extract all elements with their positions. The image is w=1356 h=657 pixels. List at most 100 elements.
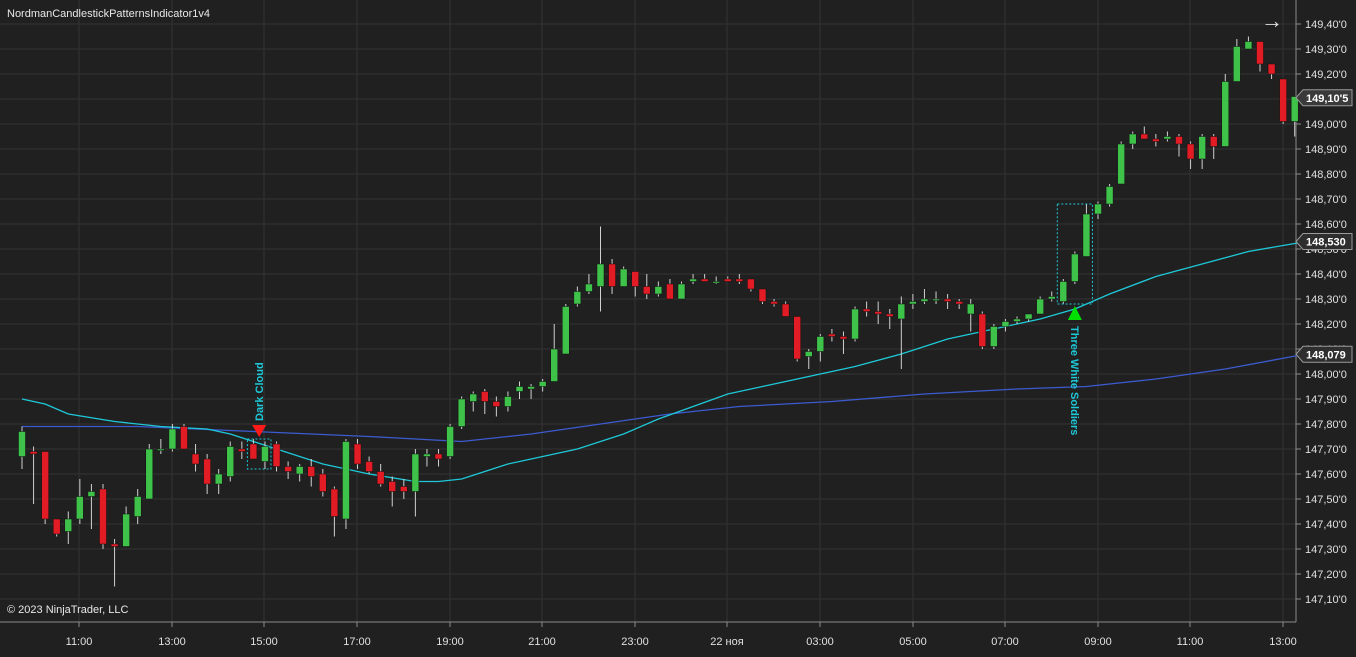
candle (758, 288, 767, 304)
candle-body-up (342, 441, 350, 520)
candle (191, 444, 200, 472)
candle-body-up (122, 513, 130, 547)
candle-body-down (400, 486, 408, 492)
candle (862, 301, 871, 317)
candle (1163, 131, 1172, 142)
candle-body-up (1233, 46, 1241, 82)
y-tick-label: 147,80'0 (1305, 419, 1347, 431)
candle (18, 426, 26, 469)
candle-body-down (99, 488, 107, 545)
candle-body-down (828, 333, 836, 337)
x-tick-label: 11:00 (66, 636, 93, 648)
candle-body-up (214, 473, 223, 485)
candle (932, 291, 940, 304)
indicator-title: NordmanCandlestickPatternsIndicator1v4 (7, 8, 210, 20)
candle (886, 309, 894, 329)
candle (851, 306, 859, 342)
pattern-annotation: Dark Cloud (246, 362, 272, 470)
candle-body-up (573, 291, 582, 305)
candle (157, 439, 165, 454)
candle-body-down (735, 278, 744, 282)
candle (145, 444, 154, 500)
candle-body-up (619, 268, 628, 287)
candle-body-up (168, 428, 177, 450)
candle-body-down (434, 453, 443, 460)
candle (1256, 41, 1264, 72)
candle (585, 274, 593, 294)
candle (1094, 201, 1102, 219)
candle (99, 484, 107, 549)
y-tick-label: 149,00'0 (1305, 119, 1347, 131)
x-tick-label: 09:00 (1084, 636, 1112, 648)
candle-body-up (1047, 296, 1056, 300)
x-tick-label: 05:00 (899, 636, 927, 648)
candle (747, 278, 755, 292)
candle (122, 506, 130, 547)
candle-body-down (608, 263, 616, 287)
y-tick-label: 147,40'0 (1305, 519, 1347, 531)
candle-body-up (654, 286, 663, 295)
candle (249, 439, 258, 460)
y-tick-label: 148,80'0 (1305, 169, 1347, 181)
candle-body-down (1152, 138, 1160, 142)
candle-body-up (909, 301, 917, 305)
candle (168, 424, 177, 452)
x-tick-label: 03:00 (806, 636, 834, 648)
arrow-right-icon[interactable]: → (1261, 8, 1283, 33)
candle (504, 391, 512, 412)
candle-body-up (446, 426, 454, 457)
candle (724, 276, 732, 282)
x-axis: 11:00 13:00 15:00 17:00 19:00 21:00 23:00 22 но… (66, 622, 1297, 648)
candle-body-down (492, 401, 501, 407)
candle (400, 479, 408, 499)
x-tick-label: 22 ноя (710, 636, 743, 648)
candle-body-down (955, 301, 963, 305)
candle (1013, 316, 1021, 324)
candle (492, 396, 501, 417)
candle (527, 384, 535, 399)
candle-body-up (457, 398, 466, 427)
candle-body-up (411, 453, 420, 492)
y-tick-label: 149,30'0 (1305, 44, 1347, 56)
candle (319, 469, 327, 497)
candle (1140, 126, 1149, 140)
candle-body-down (272, 443, 281, 467)
x-tick-label: 17:00 (343, 636, 371, 648)
candle-body-up (562, 306, 570, 355)
candle-body-up (538, 381, 547, 387)
price-marker-tag (1295, 233, 1353, 250)
candle-body-down (41, 451, 49, 520)
x-tick-label: 07:00 (991, 636, 1019, 648)
y-tick-label: 148,30'0 (1305, 294, 1347, 306)
candle (1267, 63, 1276, 79)
candle-body-down (1140, 133, 1149, 140)
candle-body-up (504, 396, 512, 407)
candle (1209, 134, 1218, 159)
candle-body-down (238, 448, 246, 452)
candle (978, 311, 987, 349)
candle (353, 439, 362, 469)
candle (41, 451, 49, 524)
candle (1036, 296, 1044, 315)
candle-body-up (712, 281, 720, 284)
candle (52, 518, 61, 537)
candle (1128, 131, 1137, 149)
candle (666, 279, 674, 300)
candle (654, 281, 663, 297)
candle (214, 469, 223, 494)
candle (1117, 141, 1125, 185)
candle (1244, 36, 1253, 50)
candle (1290, 96, 1299, 137)
candle (990, 324, 998, 349)
candle (897, 296, 906, 369)
candle-body-up (1128, 133, 1137, 145)
candle-body-up (1001, 321, 1010, 327)
candle (133, 489, 142, 524)
candle (434, 449, 443, 467)
candle (411, 449, 420, 517)
candle-body-down (1279, 78, 1287, 122)
candle (1001, 319, 1010, 332)
candle (29, 446, 38, 504)
